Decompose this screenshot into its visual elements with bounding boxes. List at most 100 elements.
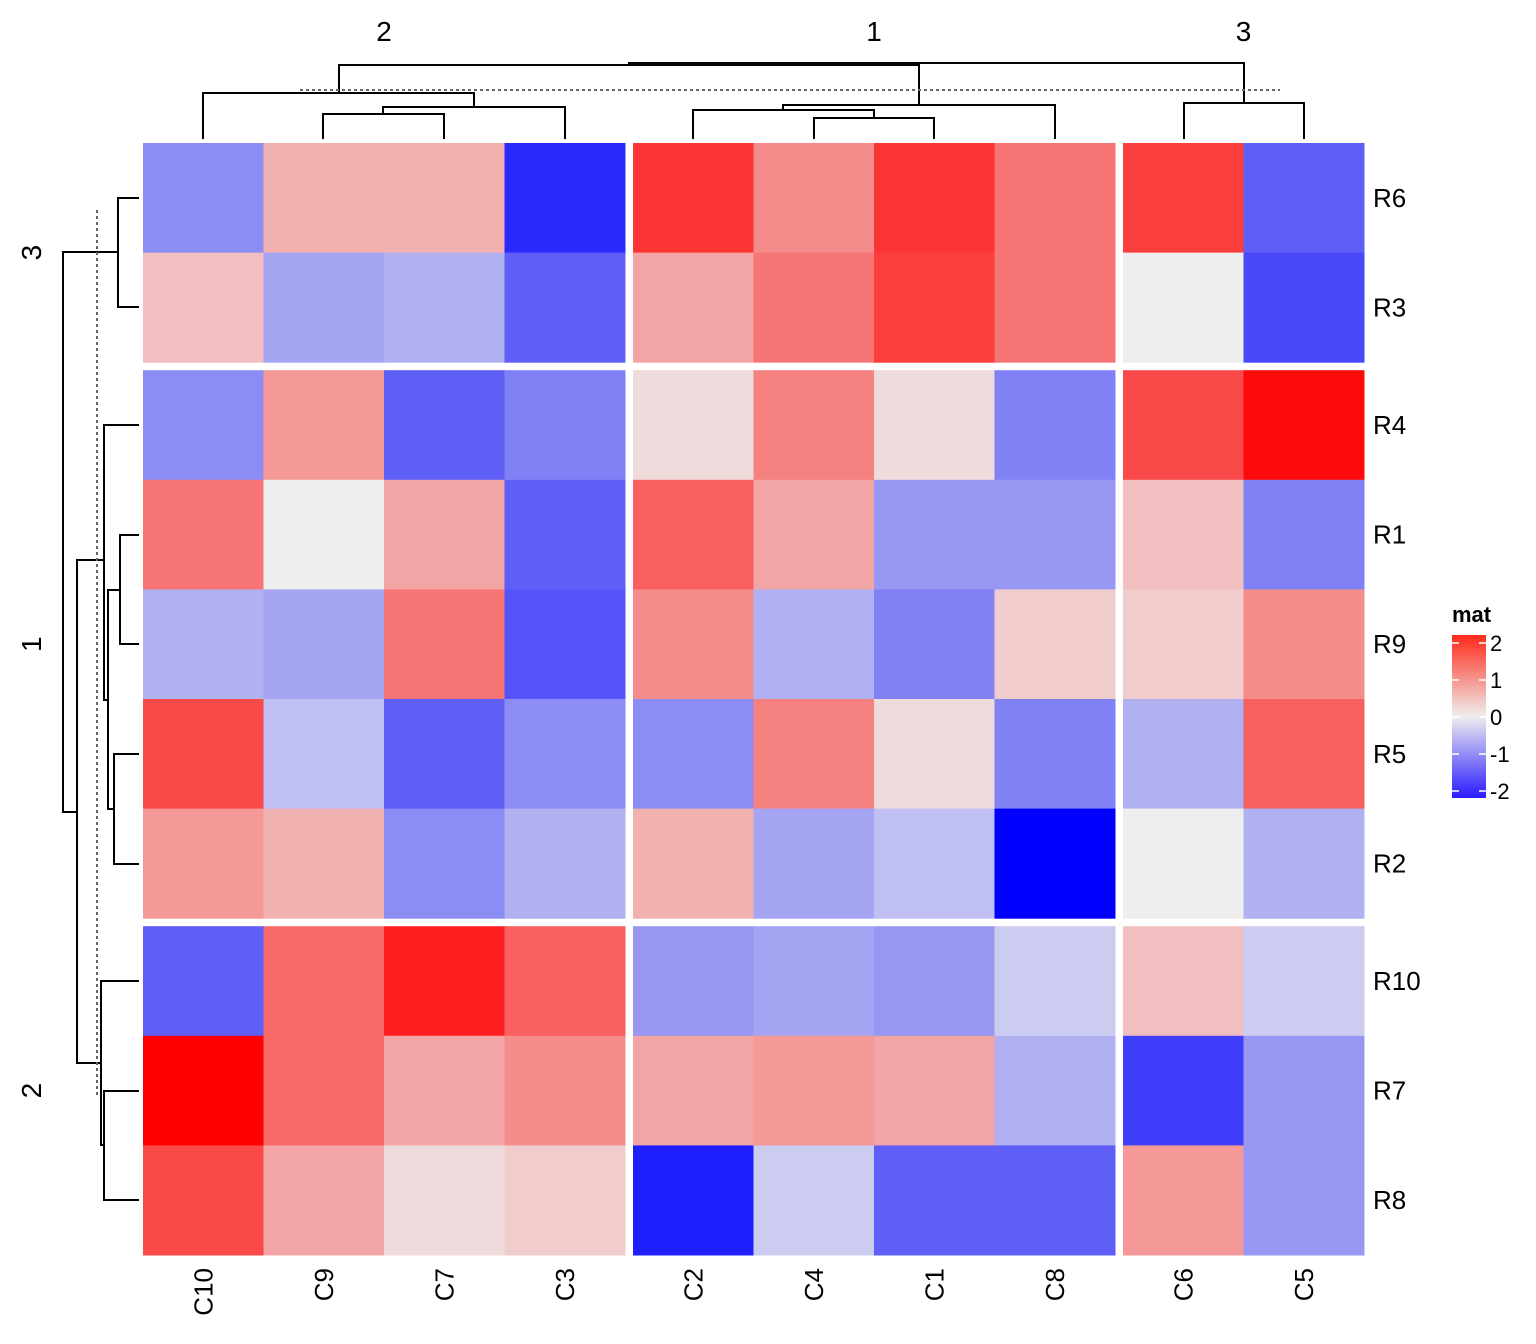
legend-tick-label: 1	[1490, 668, 1502, 693]
cell-R2-C2	[633, 808, 754, 919]
cell-R8-C8	[994, 1145, 1116, 1256]
row-label: R1	[1373, 520, 1406, 550]
cell-R10-C2	[633, 926, 754, 1037]
cell-R3-C10	[143, 252, 264, 363]
cell-R4-C9	[263, 370, 385, 481]
cell-R10-C1	[874, 926, 995, 1037]
cell-R4-C5	[1243, 370, 1365, 481]
cell-R9-C6	[1123, 589, 1244, 700]
legend-tick-label: -1	[1490, 742, 1510, 767]
cell-R9-C8	[994, 589, 1116, 700]
cell-R1-C3	[504, 479, 626, 590]
cell-R5-C2	[633, 699, 754, 810]
cell-R6-C7	[384, 143, 505, 254]
column-group-label: 3	[1236, 16, 1252, 47]
row-label: R9	[1373, 629, 1406, 659]
cell-R3-C4	[753, 252, 875, 363]
cell-R1-C10	[143, 479, 264, 590]
cell-R10-C6	[1123, 926, 1244, 1037]
cell-R5-C8	[994, 699, 1116, 810]
cell-R6-C1	[874, 143, 995, 254]
cell-R3-C5	[1243, 252, 1365, 363]
cell-R7-C2	[633, 1035, 754, 1146]
column-label: C8	[1040, 1268, 1070, 1301]
cell-R7-C4	[753, 1035, 875, 1146]
cell-R2-C9	[263, 808, 385, 919]
column-dendrogram	[202, 62, 1305, 139]
cell-R9-C1	[874, 589, 995, 700]
cell-R7-C6	[1123, 1035, 1244, 1146]
column-label: C2	[678, 1268, 708, 1301]
cell-R4-C8	[994, 370, 1116, 481]
cell-R8-C10	[143, 1145, 264, 1256]
cell-R6-C5	[1243, 143, 1365, 254]
cell-R6-C3	[504, 143, 626, 254]
cell-R10-C8	[994, 926, 1116, 1037]
column-label: C4	[799, 1268, 829, 1301]
cell-R7-C3	[504, 1035, 626, 1146]
cell-R3-C8	[994, 252, 1116, 363]
cell-R2-C6	[1123, 808, 1244, 919]
cell-R6-C10	[143, 143, 264, 254]
row-dendrogram	[62, 197, 139, 1201]
cell-R5-C10	[143, 699, 264, 810]
cell-R7-C9	[263, 1035, 385, 1146]
cell-R1-C7	[384, 479, 505, 590]
legend: mat 2 1 0 -1 -2	[1452, 602, 1510, 804]
cell-R9-C10	[143, 589, 264, 700]
cell-R9-C7	[384, 589, 505, 700]
column-label: C1	[919, 1268, 949, 1301]
cell-R2-C3	[504, 808, 626, 919]
cell-R7-C10	[143, 1035, 264, 1146]
cell-R5-C5	[1243, 699, 1365, 810]
cell-R9-C3	[504, 589, 626, 700]
cell-R6-C4	[753, 143, 875, 254]
cell-R10-C5	[1243, 926, 1365, 1037]
cell-R1-C5	[1243, 479, 1365, 590]
cell-R6-C8	[994, 143, 1116, 254]
cell-R1-C4	[753, 479, 875, 590]
cell-R8-C5	[1243, 1145, 1365, 1256]
cell-R2-C5	[1243, 808, 1365, 919]
cell-R7-C5	[1243, 1035, 1365, 1146]
row-label: R2	[1373, 848, 1406, 878]
cell-R9-C9	[263, 589, 385, 700]
column-label: C7	[429, 1268, 459, 1301]
cell-R6-C2	[633, 143, 754, 254]
cell-R2-C10	[143, 808, 264, 919]
column-labels: C10 C9 C7 C3 C2 C4 C1 C8 C6 C5	[188, 1268, 1319, 1316]
cell-R2-C1	[874, 808, 995, 919]
cell-R8-C3	[504, 1145, 626, 1256]
cell-R1-C8	[994, 479, 1116, 590]
column-label: C6	[1168, 1268, 1198, 1301]
cell-R3-C7	[384, 252, 505, 363]
column-label: C5	[1289, 1268, 1319, 1301]
row-label: R8	[1373, 1185, 1406, 1215]
cell-R5-C3	[504, 699, 626, 810]
cell-R5-C7	[384, 699, 505, 810]
cell-R7-C8	[994, 1035, 1116, 1146]
cell-R9-C2	[633, 589, 754, 700]
cell-R2-C4	[753, 808, 875, 919]
cell-R4-C2	[633, 370, 754, 481]
cell-R10-C10	[143, 926, 264, 1037]
legend-tick-label: 0	[1490, 705, 1502, 730]
cell-R4-C7	[384, 370, 505, 481]
cell-R8-C6	[1123, 1145, 1244, 1256]
heatmap-cells	[143, 143, 1365, 1256]
cell-R6-C6	[1123, 143, 1244, 254]
cell-R1-C6	[1123, 479, 1244, 590]
cell-R8-C1	[874, 1145, 995, 1256]
cell-R4-C6	[1123, 370, 1244, 481]
column-label: C3	[550, 1268, 580, 1301]
cell-R6-C9	[263, 143, 385, 254]
cell-R5-C9	[263, 699, 385, 810]
row-label: R6	[1373, 183, 1406, 213]
cell-R5-C6	[1123, 699, 1244, 810]
cell-R2-C7	[384, 808, 505, 919]
cell-R4-C10	[143, 370, 264, 481]
cell-R1-C2	[633, 479, 754, 590]
cell-R9-C5	[1243, 589, 1365, 700]
cell-R1-C1	[874, 479, 995, 590]
